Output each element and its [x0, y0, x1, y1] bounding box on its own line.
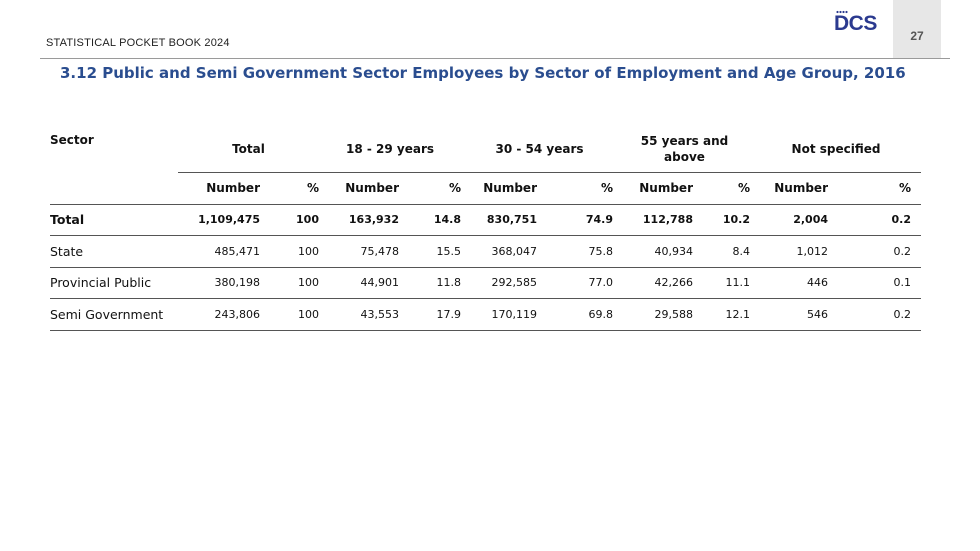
percent-cell: 75.8 — [537, 235, 618, 268]
percent-cell: 0.2 — [828, 298, 921, 331]
number-cell: 29,588 — [618, 298, 693, 331]
number-cell: 170,119 — [461, 298, 537, 331]
number-cell: 243,806 — [178, 298, 260, 331]
percent-cell: 17.9 — [399, 298, 461, 331]
group-header-55-above: 55 years and above — [618, 126, 751, 173]
group-header-row: Sector Total 18 - 29 years 30 - 54 years… — [50, 126, 921, 173]
section-title: 3.12 Public and Semi Government Sector E… — [60, 64, 906, 82]
sector-cell: State — [50, 235, 178, 268]
number-cell: 40,934 — [618, 235, 693, 268]
number-cell: 446 — [751, 267, 828, 299]
sub-header-row: Number % Number % Number % Number % Numb… — [50, 172, 921, 205]
page-number-box: 27 — [893, 0, 941, 58]
sub-header-number: Number — [178, 172, 260, 205]
sector-cell: Provincial Public — [50, 267, 178, 299]
percent-cell: 15.5 — [399, 235, 461, 268]
number-cell: 75,478 — [319, 235, 399, 268]
percent-cell: 74.9 — [537, 203, 618, 236]
group-header-total: Total — [178, 126, 319, 173]
number-cell: 292,585 — [461, 267, 537, 299]
number-cell: 163,932 — [319, 203, 399, 236]
logo-text: DCS — [834, 12, 877, 35]
sector-cell: Total — [50, 203, 178, 236]
sector-header: Sector — [50, 133, 94, 147]
percent-cell: 100 — [260, 203, 319, 236]
sub-header-number: Number — [618, 172, 693, 205]
group-header-label: Total — [232, 141, 265, 156]
group-header-label: 30 - 54 years — [495, 141, 584, 156]
number-cell: 42,266 — [618, 267, 693, 299]
number-cell: 112,788 — [618, 203, 693, 236]
group-header-label: 55 years and above — [640, 133, 729, 164]
book-title: STATISTICAL POCKET BOOK 2024 — [46, 37, 230, 49]
table-row: Semi Government 243,806 100 43,553 17.9 170,1… — [50, 298, 921, 331]
sub-header-percent: % — [693, 172, 751, 205]
percent-cell: 8.4 — [693, 235, 751, 268]
employees-table: Sector Total 18 - 29 years 30 - 54 years… — [50, 126, 921, 331]
sub-header-number: Number — [461, 172, 537, 205]
number-cell: 43,553 — [319, 298, 399, 331]
number-cell: 44,901 — [319, 267, 399, 299]
percent-cell: 69.8 — [537, 298, 618, 331]
number-cell: 380,198 — [178, 267, 260, 299]
table-row: Provincial Public 380,198 100 44,901 11.8 292… — [50, 267, 921, 299]
header-divider — [40, 58, 950, 59]
table-row: State 485,471 100 75,478 15.5 368,047 75.8 40,9… — [50, 235, 921, 268]
sub-header-percent: % — [537, 172, 618, 205]
percent-cell: 14.8 — [399, 203, 461, 236]
group-header-label: 18 - 29 years — [345, 141, 435, 156]
number-cell: 1,109,475 — [178, 203, 260, 236]
percent-cell: 11.1 — [693, 267, 751, 299]
number-cell: 485,471 — [178, 235, 260, 268]
number-cell: 830,751 — [461, 203, 537, 236]
page-number: 27 — [910, 29, 924, 43]
percent-cell: 0.2 — [828, 235, 921, 268]
percent-cell: 100 — [260, 235, 319, 268]
group-header-not-specified: Not specified — [751, 126, 921, 173]
total-row: Total 1,109,475 100 163,932 14.8 830,751 74.9 1… — [50, 203, 921, 236]
group-header-18-29: 18 - 29 years — [319, 126, 461, 173]
number-cell: 546 — [751, 298, 828, 331]
percent-cell: 0.1 — [828, 267, 921, 299]
percent-cell: 10.2 — [693, 203, 751, 236]
percent-cell: 77.0 — [537, 267, 618, 299]
sub-header-number: Number — [751, 172, 828, 205]
sub-header-number: Number — [319, 172, 399, 205]
sub-header-percent: % — [399, 172, 461, 205]
sub-header-percent: % — [260, 172, 319, 205]
number-cell: 1,012 — [751, 235, 828, 268]
group-header-30-54: 30 - 54 years — [461, 126, 618, 173]
number-cell: 2,004 — [751, 203, 828, 236]
percent-cell: 11.8 — [399, 267, 461, 299]
percent-cell: 100 — [260, 298, 319, 331]
logo-dots-icon — [836, 10, 848, 14]
sub-header-percent: % — [828, 172, 921, 205]
number-cell: 368,047 — [461, 235, 537, 268]
percent-cell: 12.1 — [693, 298, 751, 331]
group-header-label: Not specified — [791, 141, 881, 156]
dcs-logo: DCS — [834, 10, 878, 36]
sector-cell: Semi Government — [50, 298, 178, 331]
percent-cell: 100 — [260, 267, 319, 299]
percent-cell: 0.2 — [828, 203, 921, 236]
